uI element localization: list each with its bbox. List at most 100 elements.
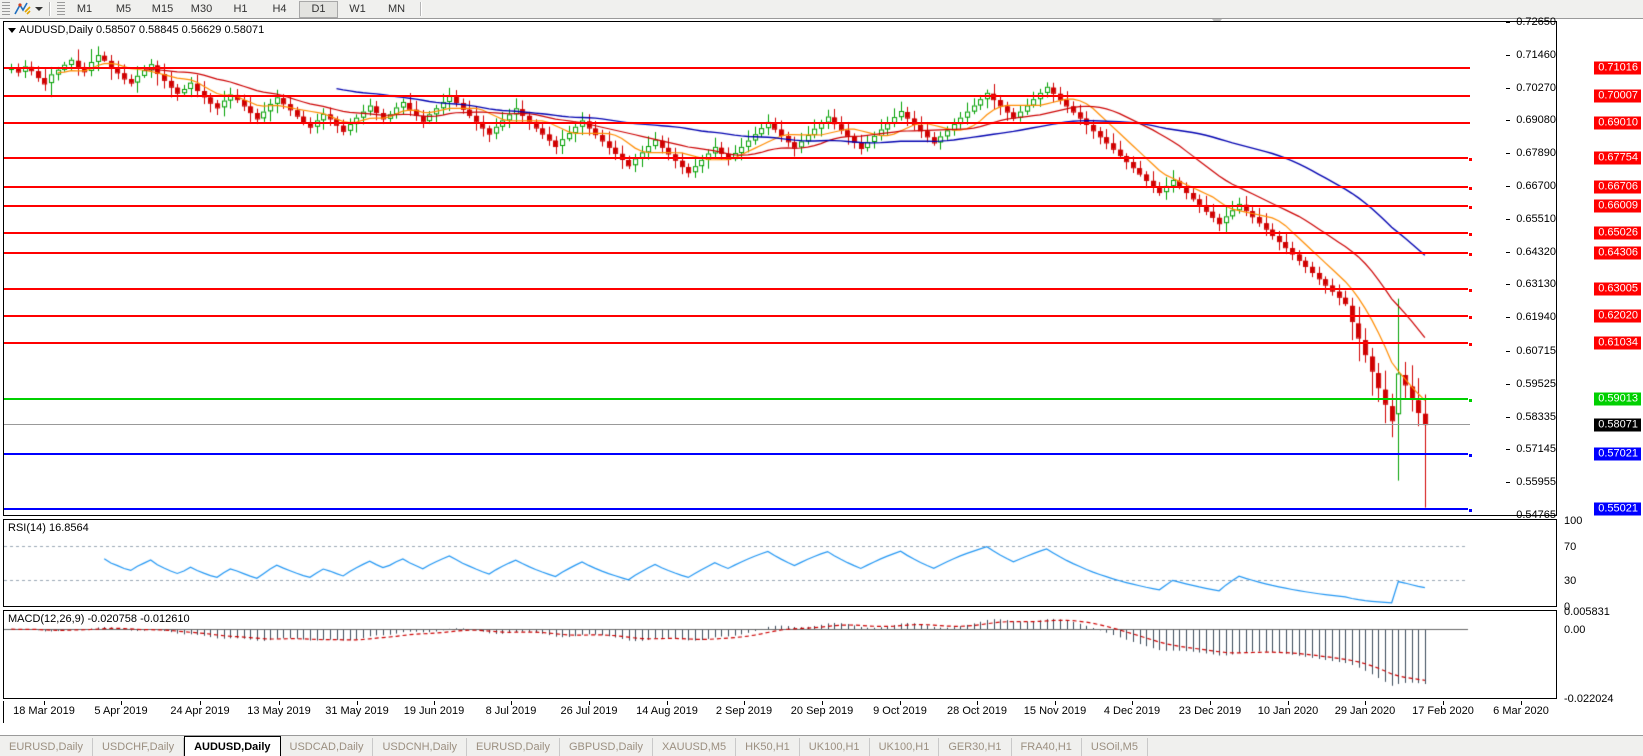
price-level-line[interactable]	[4, 315, 1473, 321]
date-tick	[1365, 701, 1366, 705]
price-level-label[interactable]: 0.69010	[1594, 116, 1641, 130]
chart-tab-usoil-m5[interactable]: USOil,M5	[1082, 738, 1148, 756]
price-level-line[interactable]	[4, 232, 1473, 238]
price-level-label[interactable]: 0.64306	[1594, 246, 1641, 260]
macd-tick: -0.022024	[1564, 693, 1614, 705]
macd-indicator-panel[interactable]: MACD(12,26,9) -0.020758 -0.012610	[3, 610, 1557, 699]
price-scale[interactable]: 0.72650 0.71460 0.70270 0.69080 0.67890 0.667…	[1470, 16, 1556, 521]
toolbar-dropdown-icon[interactable]	[33, 1, 45, 17]
timeframe-mn[interactable]: MN	[387, 3, 406, 15]
price-level-line[interactable]	[4, 287, 1473, 293]
timeframe-m1[interactable]: M1	[76, 3, 93, 15]
date-label: 9 Oct 2019	[873, 705, 927, 717]
rsi-indicator-panel[interactable]: RSI(14) 16.8564	[3, 519, 1557, 607]
chart-tab-ger30-h1[interactable]: GER30,H1	[939, 738, 1012, 756]
price-level-label[interactable]: 0.65026	[1594, 226, 1641, 240]
price-level-label[interactable]: 0.61034	[1594, 336, 1641, 350]
price-level-line[interactable]	[4, 185, 1473, 191]
chart-tab-eurusd-daily[interactable]: EURUSD,Daily	[0, 738, 93, 756]
timeframe-w1[interactable]: W1	[349, 3, 366, 15]
price-level-label[interactable]: 0.66706	[1594, 180, 1641, 194]
level-handle[interactable]	[1468, 232, 1473, 238]
date-tick	[279, 701, 280, 705]
timeframe-m15[interactable]: M15	[151, 3, 174, 15]
chart-tab-uk100-h1[interactable]: UK100,H1	[870, 738, 940, 756]
date-label: 26 Jul 2019	[560, 705, 618, 717]
price-level-label[interactable]: 0.57021	[1594, 447, 1641, 461]
timeframe-h4[interactable]: H4	[272, 3, 287, 15]
date-tick	[511, 701, 512, 705]
chart-tab-hk50-h1[interactable]: HK50,H1	[736, 738, 800, 756]
level-handle[interactable]	[1468, 156, 1473, 162]
level-handle[interactable]	[1468, 287, 1473, 293]
timeframe-grip[interactable]	[57, 2, 65, 16]
price-level-label[interactable]: 0.62020	[1594, 309, 1641, 323]
date-label: 19 Jun 2019	[403, 705, 465, 717]
chart-tab-xauusd-m5[interactable]: XAUUSD,M5	[653, 738, 737, 756]
date-tick	[1443, 701, 1444, 705]
timeframe-m30[interactable]: M30	[190, 3, 213, 15]
level-handle[interactable]	[1468, 342, 1473, 348]
date-tick	[357, 701, 358, 705]
price-level-line[interactable]	[4, 252, 1473, 257]
chart-tab-usdchf-daily[interactable]: USDCHF,Daily	[93, 738, 185, 756]
price-level-label[interactable]: 0.55021	[1594, 502, 1641, 516]
chart-tab-usdcnh-daily[interactable]: USDCNH,Daily	[373, 738, 468, 756]
price-level-label[interactable]: 0.71016	[1594, 61, 1641, 75]
chart-tab-gbpusd-daily[interactable]: GBPUSD,Daily	[560, 738, 653, 756]
chart-tab-uk100-h1[interactable]: UK100,H1	[800, 738, 870, 756]
date-tick	[44, 701, 45, 705]
toolbar-grip[interactable]	[2, 2, 10, 16]
chart-tab-audusd-daily[interactable]: AUDUSD,Daily	[184, 736, 281, 756]
price-level-line[interactable]	[4, 342, 1473, 348]
price-tick: 0.55955	[1506, 476, 1556, 488]
date-tick	[1521, 701, 1522, 705]
level-handle[interactable]	[1468, 185, 1473, 191]
price-level-label[interactable]: 0.63005	[1594, 282, 1641, 296]
level-handle[interactable]	[1468, 397, 1473, 403]
price-chart-panel[interactable]: AUDUSD,Daily 0.58507 0.58845 0.56629 0.5…	[3, 16, 1557, 521]
rsi-tick: 30	[1564, 575, 1577, 588]
date-label: 29 Jan 2020	[1334, 705, 1396, 717]
date-tick	[589, 701, 590, 705]
price-level-label[interactable]: 0.70007	[1594, 89, 1641, 103]
date-tick	[900, 701, 901, 705]
chart-tools-icon[interactable]	[11, 1, 33, 17]
timeframe-d1[interactable]: D1	[299, 0, 338, 18]
macd-scale: 0.005831 0.00 -0.022024	[1560, 606, 1643, 705]
timeframe-m5[interactable]: M5	[115, 3, 132, 15]
rsi-tick: 100	[1564, 515, 1583, 527]
chart-tab-usdcad-daily[interactable]: USDCAD,Daily	[281, 738, 374, 756]
price-level-line[interactable]	[4, 156, 1473, 162]
price-level-line[interactable]	[4, 452, 1473, 458]
price-level-line[interactable]	[4, 397, 1473, 403]
toolbar-separator-2	[420, 2, 422, 16]
price-level-line[interactable]	[4, 94, 1470, 97]
chart-tab-fra40-h1[interactable]: FRA40,H1	[1012, 738, 1082, 756]
price-tick: 0.64320	[1506, 246, 1556, 258]
date-label: 20 Sep 2019	[790, 705, 854, 717]
price-level-label[interactable]: 0.67754	[1594, 151, 1641, 165]
level-handle[interactable]	[1468, 507, 1473, 513]
chart-tab-eurusd-daily[interactable]: EURUSD,Daily	[467, 738, 560, 756]
price-level-label[interactable]: 0.59013	[1594, 392, 1641, 406]
level-handle[interactable]	[1468, 315, 1473, 321]
timeframe-h1[interactable]: H1	[233, 3, 248, 15]
price-level-label[interactable]: 0.58071	[1594, 418, 1641, 432]
price-level-line[interactable]	[4, 423, 1470, 425]
macd-panel-title: MACD(12,26,9) -0.020758 -0.012610	[8, 613, 190, 625]
collapse-caret-icon[interactable]	[8, 27, 16, 33]
chart-area: AUDUSD,Daily 0.58507 0.58845 0.56629 0.5…	[0, 16, 1643, 735]
date-axis[interactable]: 18 Mar 2019 5 Apr 2019 24 Apr 2019 13 May 2…	[3, 701, 1557, 723]
level-handle[interactable]	[1468, 452, 1473, 458]
date-tick	[434, 701, 435, 705]
price-level-line[interactable]	[4, 507, 1473, 513]
price-level-line[interactable]	[4, 67, 1470, 70]
price-level-label[interactable]: 0.66009	[1594, 199, 1641, 213]
level-handle[interactable]	[1468, 252, 1473, 257]
price-level-line[interactable]	[4, 122, 1470, 125]
level-handle[interactable]	[1468, 205, 1473, 211]
date-label: 24 Apr 2019	[170, 705, 230, 717]
price-level-line[interactable]	[4, 205, 1473, 211]
